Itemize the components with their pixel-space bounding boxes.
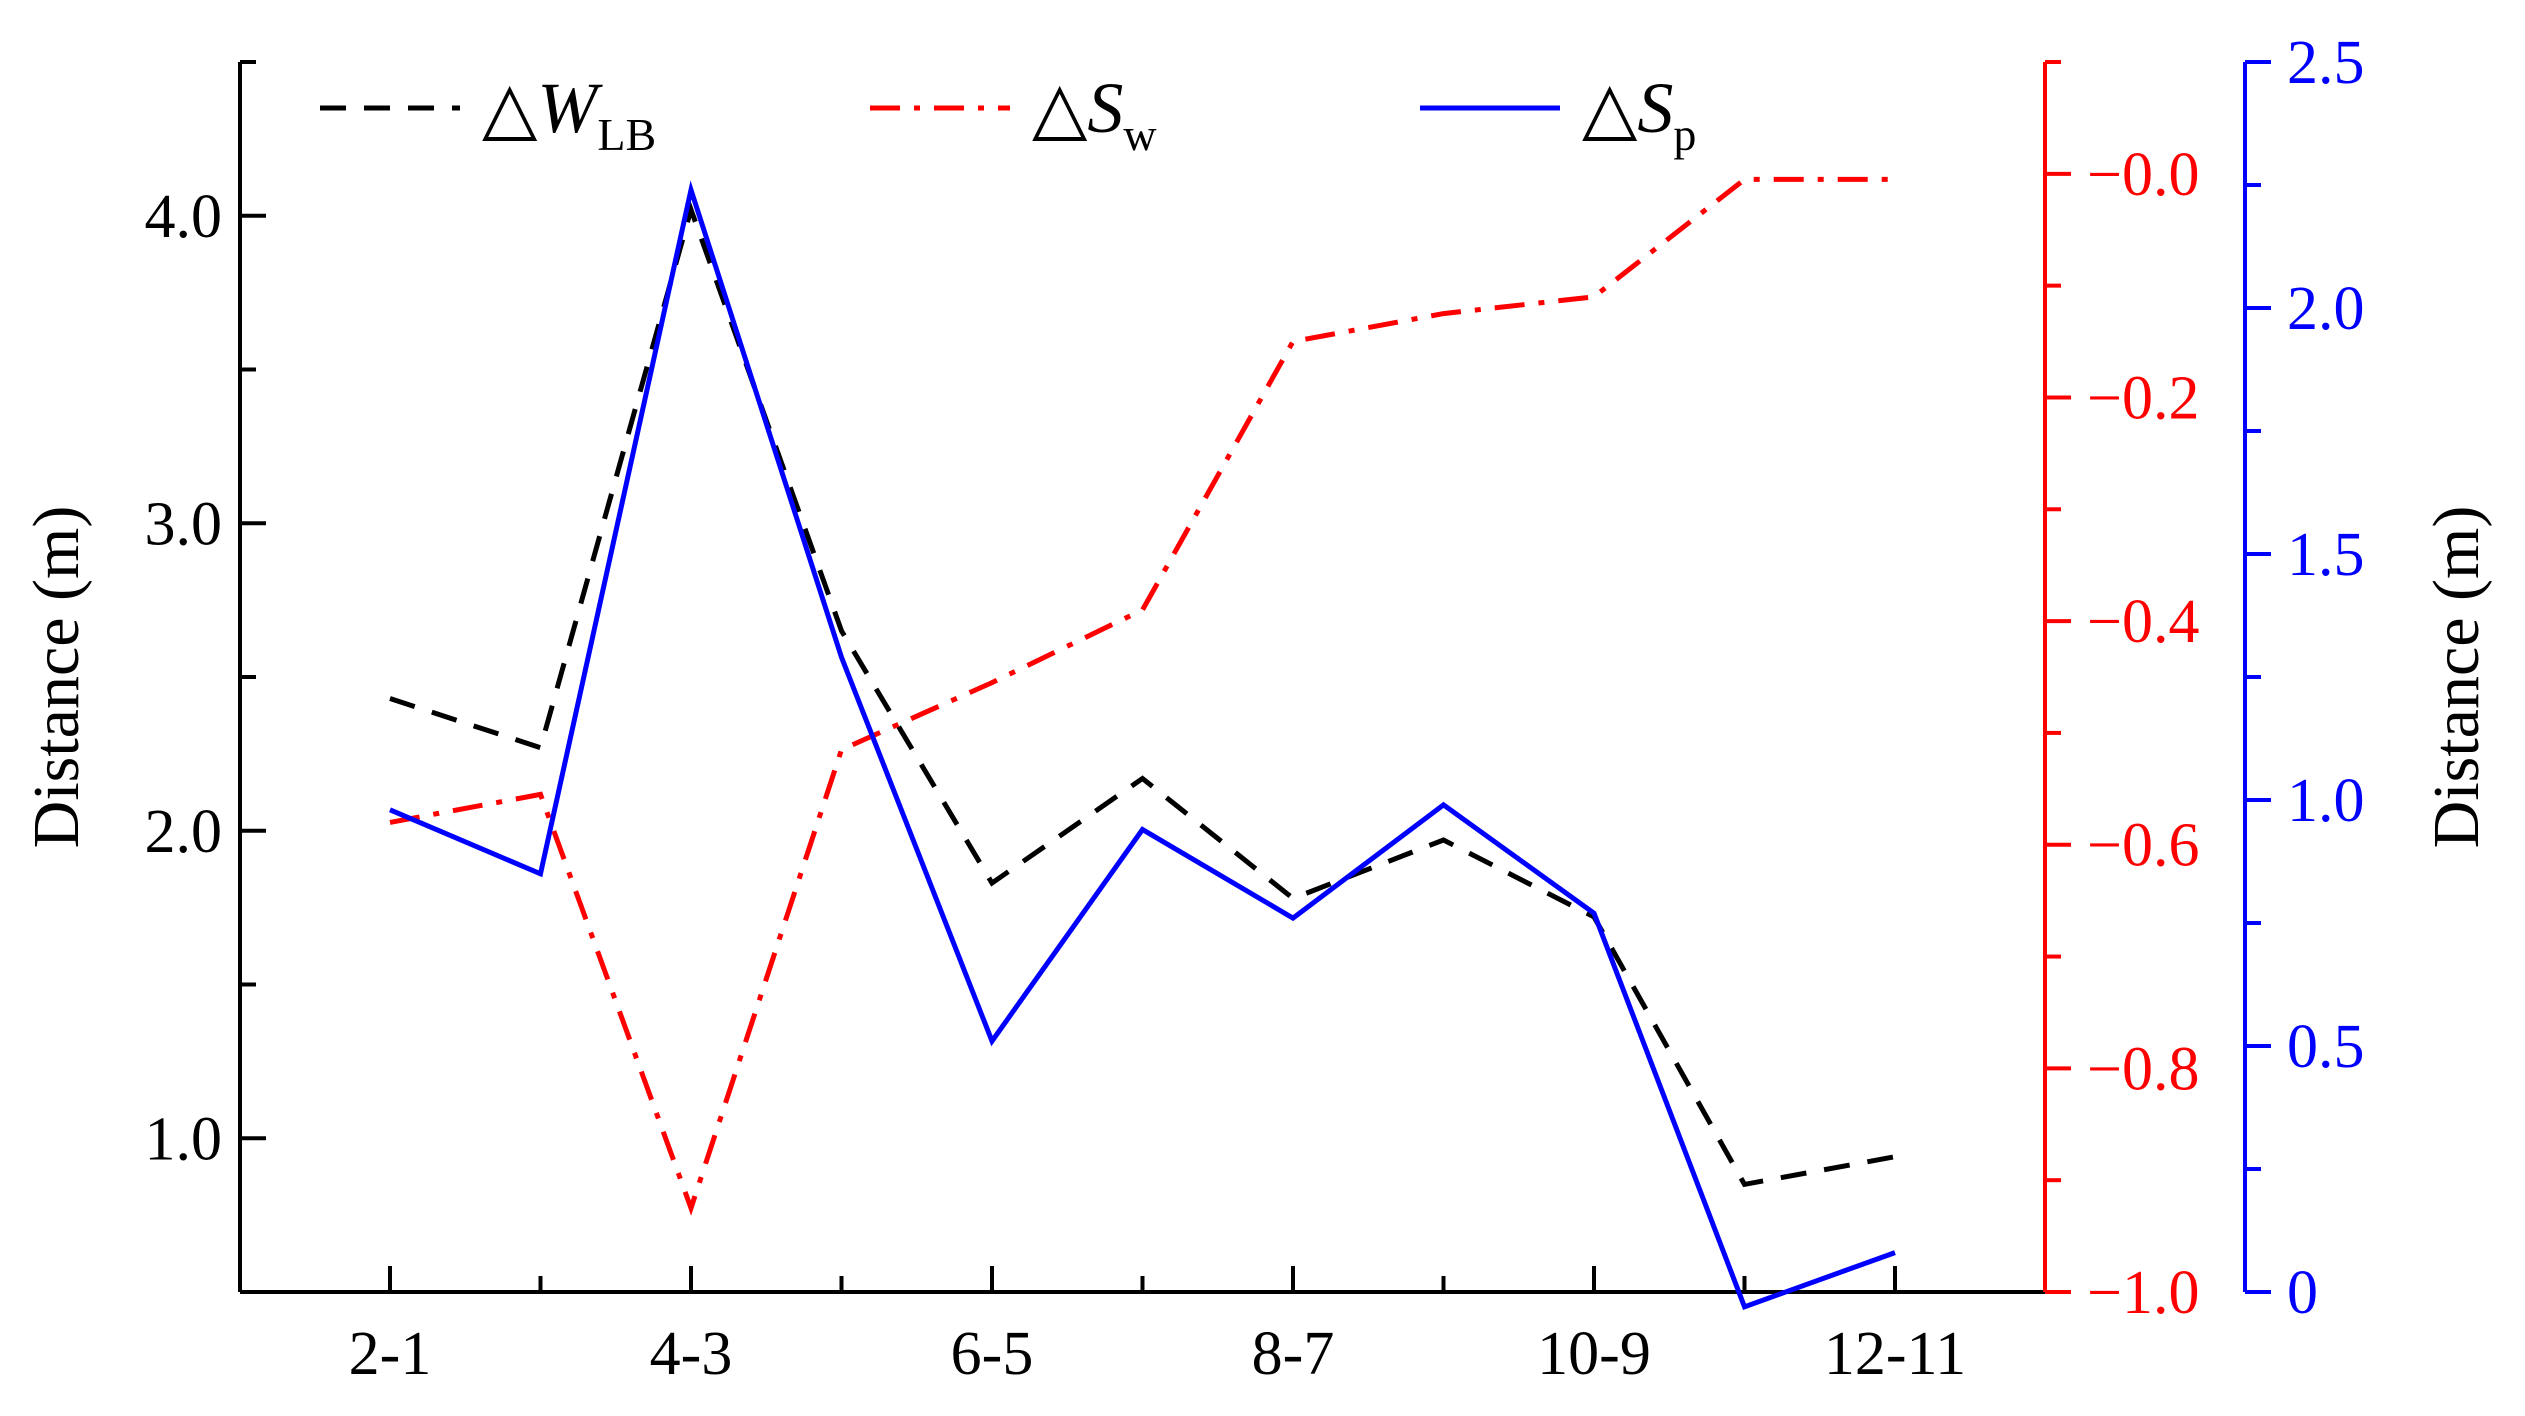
legend-label-sub: w <box>1123 109 1157 160</box>
data-point <box>388 696 393 701</box>
x-tick-label: 4-3 <box>650 1320 733 1388</box>
x-tick-label: 8-7 <box>1252 1320 1335 1388</box>
data-point <box>1893 177 1898 182</box>
left-tick-label: 4.0 <box>145 183 223 251</box>
red-tick-label: −0.4 <box>2087 588 2199 656</box>
data-point <box>1441 837 1446 842</box>
series-group <box>388 176 1898 1310</box>
data-point <box>1742 177 1747 182</box>
red-tick-label: −0.2 <box>2087 364 2199 432</box>
legend: △WLB △Sw △Sp <box>320 68 1696 160</box>
data-point <box>1893 1250 1898 1255</box>
data-point <box>1291 896 1296 901</box>
red-tick-label: −0.6 <box>2087 812 2199 880</box>
legend-label: △WLB <box>482 68 656 160</box>
data-point <box>1291 916 1296 921</box>
data-point <box>1140 776 1145 781</box>
x-tick-label: 10-9 <box>1537 1320 1651 1388</box>
legend-label: △Sp <box>1582 68 1696 160</box>
blue-tick-label: 0.5 <box>2287 1013 2365 1081</box>
data-point <box>388 807 393 812</box>
data-point <box>839 655 844 660</box>
data-point <box>990 881 995 886</box>
left-tick-label: 1.0 <box>145 1105 223 1173</box>
data-point <box>1441 802 1446 807</box>
data-point <box>839 747 844 752</box>
x-tick-label: 12-11 <box>1824 1320 1966 1388</box>
data-point <box>839 628 844 633</box>
data-point <box>388 820 393 825</box>
legend-label: △Sw <box>1032 68 1157 160</box>
legend-label-sub: LB <box>597 109 656 160</box>
data-point <box>1742 1182 1747 1187</box>
data-point <box>1441 311 1446 316</box>
data-point <box>689 187 694 192</box>
data-point <box>1291 339 1296 344</box>
legend-label-main: △S <box>1582 68 1673 148</box>
blue-tick-label: 2.5 <box>2287 29 2365 97</box>
data-point <box>538 792 543 797</box>
data-point <box>1592 911 1597 916</box>
x-tick-label: 2-1 <box>349 1320 432 1388</box>
left-axis-title: Distance (m) <box>20 506 93 849</box>
data-point <box>538 745 543 750</box>
legend-label-sub: p <box>1673 109 1696 160</box>
legend-label-main: △W <box>482 68 603 148</box>
right-axis-title: Distance (m) <box>2420 506 2493 849</box>
legend-label-main: △S <box>1032 68 1123 148</box>
data-point <box>1592 294 1597 299</box>
blue-tick-label: 1.5 <box>2287 521 2365 589</box>
data-point <box>1140 827 1145 832</box>
series-line-lb <box>389 201 1896 1188</box>
data-point <box>990 1039 995 1044</box>
red-tick-label: −1.0 <box>2087 1259 2199 1327</box>
data-point <box>538 871 543 876</box>
red-tick-label: −0.0 <box>2087 141 2199 209</box>
blue-tick-label: 2.0 <box>2287 275 2365 343</box>
left-tick-label: 2.0 <box>145 798 223 866</box>
blue-tick-label: 0 <box>2287 1259 2318 1327</box>
series-line-w <box>389 176 1895 1216</box>
blue-tick-label: 1.0 <box>2287 767 2365 835</box>
data-point <box>1140 607 1145 612</box>
x-tick-label: 6-5 <box>951 1320 1034 1388</box>
data-point <box>689 1206 694 1211</box>
red-tick-label: −0.8 <box>2087 1035 2199 1103</box>
axes: 1.0 2.0 3.0 4.0 Distance (m) 2-1 4-3 6-5 8-7 10-9… <box>20 29 2493 1388</box>
data-point <box>990 680 995 685</box>
series-line-p <box>389 180 1896 1310</box>
data-point <box>1742 1304 1747 1309</box>
data-point <box>1893 1154 1898 1159</box>
left-tick-label: 3.0 <box>145 490 223 558</box>
